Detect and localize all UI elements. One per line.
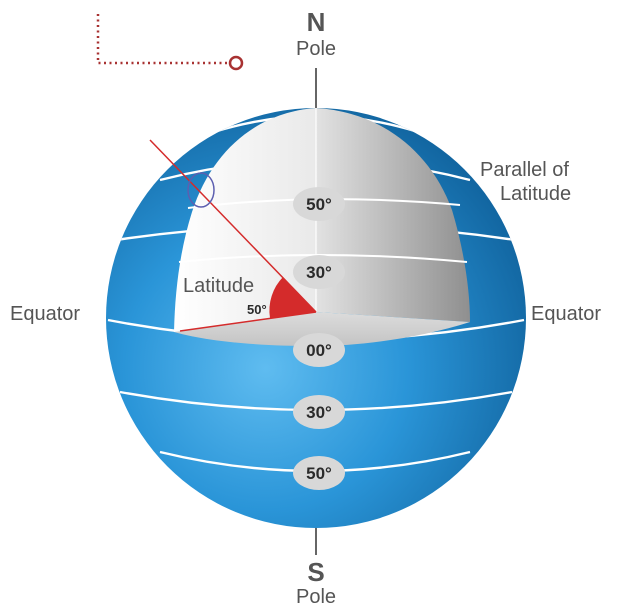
degree-badges bbox=[293, 187, 345, 490]
parallel-label-50-south: 50° bbox=[306, 464, 332, 483]
equator-label-right: Equator bbox=[531, 303, 601, 325]
parallel-label-50-north: 50° bbox=[306, 195, 332, 214]
cutaway-floor bbox=[174, 312, 470, 346]
latitude-angle bbox=[149, 139, 317, 332]
latitude-point-marker bbox=[187, 172, 215, 208]
dotted-corner-marker bbox=[96, 14, 244, 71]
angle-wedge bbox=[269, 277, 316, 318]
north-letter: N bbox=[307, 7, 326, 37]
south-letter: S bbox=[307, 557, 324, 587]
parallel-of-latitude-label-2: Latitude bbox=[500, 183, 571, 205]
equatorial-ray bbox=[179, 311, 317, 332]
south-pole-label: Pole bbox=[296, 586, 336, 607]
north-pole-label: Pole bbox=[296, 38, 336, 60]
equator-label-left: Equator bbox=[10, 303, 80, 325]
globe-cutaway bbox=[174, 108, 470, 346]
parallel-label-30-north: 30° bbox=[306, 263, 332, 282]
parallel-of-latitude-label: Parallel of bbox=[480, 159, 569, 181]
latitude-label: Latitude bbox=[183, 275, 254, 297]
parallel-label-30-south: 30° bbox=[306, 403, 332, 422]
cutaway-right-face bbox=[316, 108, 470, 322]
equator-degree-label: 00° bbox=[306, 341, 332, 360]
angle-value-label: 50° bbox=[247, 302, 267, 317]
